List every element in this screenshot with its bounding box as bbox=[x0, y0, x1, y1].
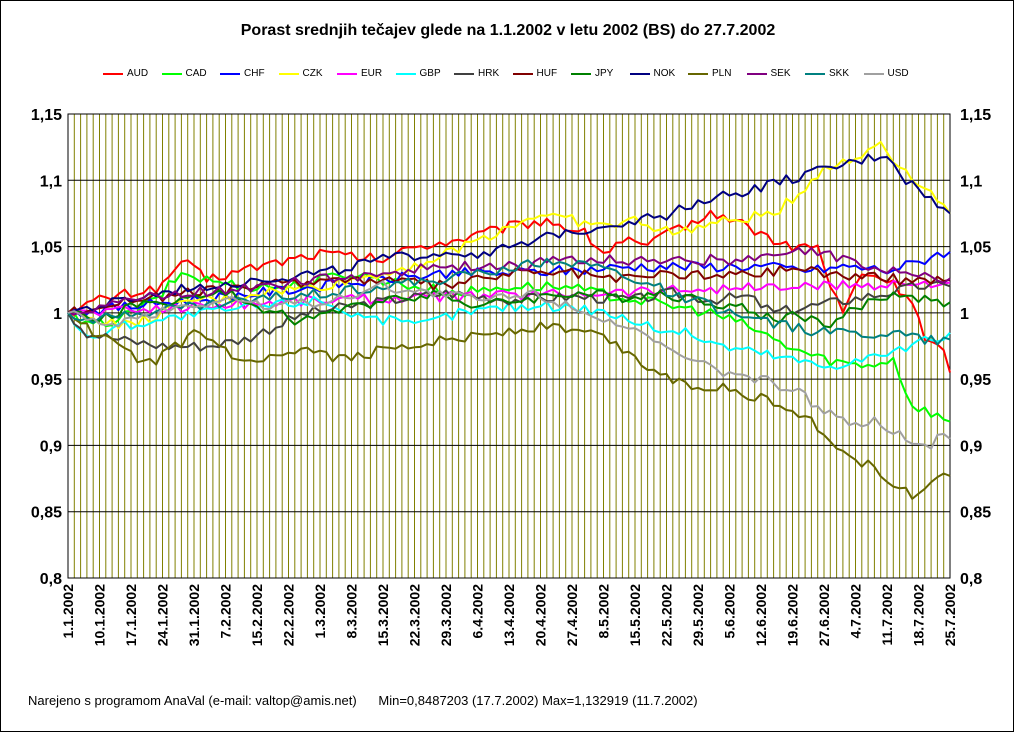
x-tick-label: 22.2.2002 bbox=[281, 584, 297, 646]
legend-label: JPY bbox=[595, 68, 614, 79]
legend-swatch bbox=[395, 73, 416, 75]
x-tick-label: 8.3.2002 bbox=[344, 584, 360, 639]
chart-title: Porast srednjih tečajev glede na 1.1.200… bbox=[240, 22, 776, 39]
legend-label: CZK bbox=[302, 68, 323, 79]
legend-label: EUR bbox=[361, 68, 383, 79]
series-line-eur bbox=[67, 279, 951, 317]
x-tick-label: 10.1.2002 bbox=[92, 584, 108, 646]
x-tick-label: 15.2.2002 bbox=[249, 584, 265, 646]
x-tick-label: 27.4.2002 bbox=[564, 584, 580, 646]
legend-label: NOK bbox=[653, 68, 676, 79]
y-tick-label-left: 1,1 bbox=[40, 173, 62, 190]
series-line-aud bbox=[67, 209, 951, 373]
x-tick-label: 15.5.2002 bbox=[627, 584, 643, 646]
y-tick-label-right: 0,9 bbox=[960, 438, 982, 455]
x-tick-label: 6.4.2002 bbox=[470, 584, 486, 639]
y-tick-label-right: 1 bbox=[960, 306, 969, 323]
legend-swatch bbox=[512, 73, 533, 75]
x-tick-label: 11.7.2002 bbox=[879, 584, 895, 646]
plot-border bbox=[67, 113, 951, 579]
legend-label: AUD bbox=[127, 68, 149, 79]
x-tick-label: 17.1.2002 bbox=[123, 584, 139, 646]
legend-swatch bbox=[688, 73, 708, 75]
y-tick-label-right: 1,05 bbox=[960, 240, 991, 257]
series-line-cad bbox=[67, 272, 951, 423]
legend-swatch bbox=[103, 73, 123, 75]
x-tick-label: 27.6.2002 bbox=[816, 584, 832, 646]
legend-label: HRK bbox=[478, 68, 500, 79]
series-line-jpy bbox=[67, 289, 951, 329]
x-tick-label: 1.1.2002 bbox=[60, 584, 76, 639]
x-tick-label: 19.6.2002 bbox=[785, 584, 801, 646]
legend-label: SEK bbox=[770, 68, 791, 79]
x-tick-label: 29.3.2002 bbox=[438, 584, 454, 646]
legend-label: HUF bbox=[536, 68, 558, 79]
x-tick-label: 29.5.2002 bbox=[690, 584, 706, 646]
series-line-pln bbox=[67, 312, 951, 500]
y-tick-label-right: 1,15 bbox=[960, 107, 991, 124]
y-tick-label-left: 0,8 bbox=[40, 571, 62, 588]
x-tick-label: 20.4.2002 bbox=[533, 584, 549, 646]
y-tick-label-left: 0,85 bbox=[31, 505, 62, 522]
x-tick-label: 15.3.2002 bbox=[375, 584, 391, 646]
legend-label: USD bbox=[887, 68, 909, 79]
footer-minmax: Min=0,8487203 (17.7.2002) Max=1,132919 (… bbox=[378, 693, 698, 708]
legend-swatch bbox=[220, 73, 240, 75]
legend-swatch bbox=[337, 73, 357, 75]
legend-label: GBP bbox=[419, 68, 441, 79]
series-line-sek bbox=[67, 247, 951, 316]
legend-swatch bbox=[805, 73, 825, 75]
footer: Narejeno s programom AnaVal (e-mail: val… bbox=[28, 693, 698, 708]
y-tick-label-left: 0,9 bbox=[40, 438, 62, 455]
x-tick-label: 24.1.2002 bbox=[155, 584, 171, 646]
x-tick-label: 22.5.2002 bbox=[659, 584, 675, 646]
legend: AUD CAD CHF CZK EUR GBP HRK HUF JPY NOK PLN SEK SKK U… bbox=[103, 67, 923, 81]
y-tick-label-right: 0,85 bbox=[960, 505, 991, 522]
y-tick-label-left: 1,15 bbox=[31, 107, 62, 124]
series-line-hrk bbox=[67, 280, 951, 352]
legend-label: PLN bbox=[712, 68, 732, 79]
x-tick-label: 8.5.2002 bbox=[596, 584, 612, 639]
legend-swatch bbox=[278, 73, 299, 75]
footer-credit: Narejeno s programom AnaVal (e-mail: val… bbox=[28, 693, 357, 708]
x-tick-label: 31.1.2002 bbox=[186, 584, 202, 646]
x-tick-label: 13.4.2002 bbox=[501, 584, 517, 646]
legend-swatch bbox=[454, 73, 474, 75]
y-tick-label-left: 0,95 bbox=[31, 372, 62, 389]
x-tick-label: 12.6.2002 bbox=[753, 584, 769, 646]
legend-swatch bbox=[161, 73, 182, 75]
y-tick-label-left: 1,05 bbox=[31, 240, 62, 257]
y-tick-label-left: 1 bbox=[53, 306, 62, 323]
legend-swatch bbox=[863, 73, 884, 75]
legend-label: SKK bbox=[829, 68, 850, 79]
legend-swatch bbox=[746, 73, 767, 75]
y-tick-label-right: 0,95 bbox=[960, 372, 991, 389]
y-tick-label-right: 1,1 bbox=[960, 173, 982, 190]
y-tick-label-right: 0,8 bbox=[960, 571, 982, 588]
legend-label: CHF bbox=[244, 68, 265, 79]
x-tick-label: 1.3.2002 bbox=[312, 584, 328, 639]
x-tick-label: 5.6.2002 bbox=[722, 584, 738, 639]
x-tick-label: 18.7.2002 bbox=[911, 584, 927, 646]
legend-label: CAD bbox=[185, 68, 207, 79]
series-line-nok bbox=[67, 153, 951, 314]
series-line-czk bbox=[67, 140, 951, 330]
x-tick-label: 7.2.2002 bbox=[218, 584, 234, 639]
series-line-usd bbox=[67, 280, 951, 450]
x-tick-label: 4.7.2002 bbox=[848, 584, 864, 639]
legend-swatch bbox=[629, 73, 650, 75]
x-tick-label: 22.3.2002 bbox=[407, 584, 423, 646]
x-tick-label: 25.7.2002 bbox=[942, 584, 958, 646]
legend-swatch bbox=[571, 73, 591, 75]
